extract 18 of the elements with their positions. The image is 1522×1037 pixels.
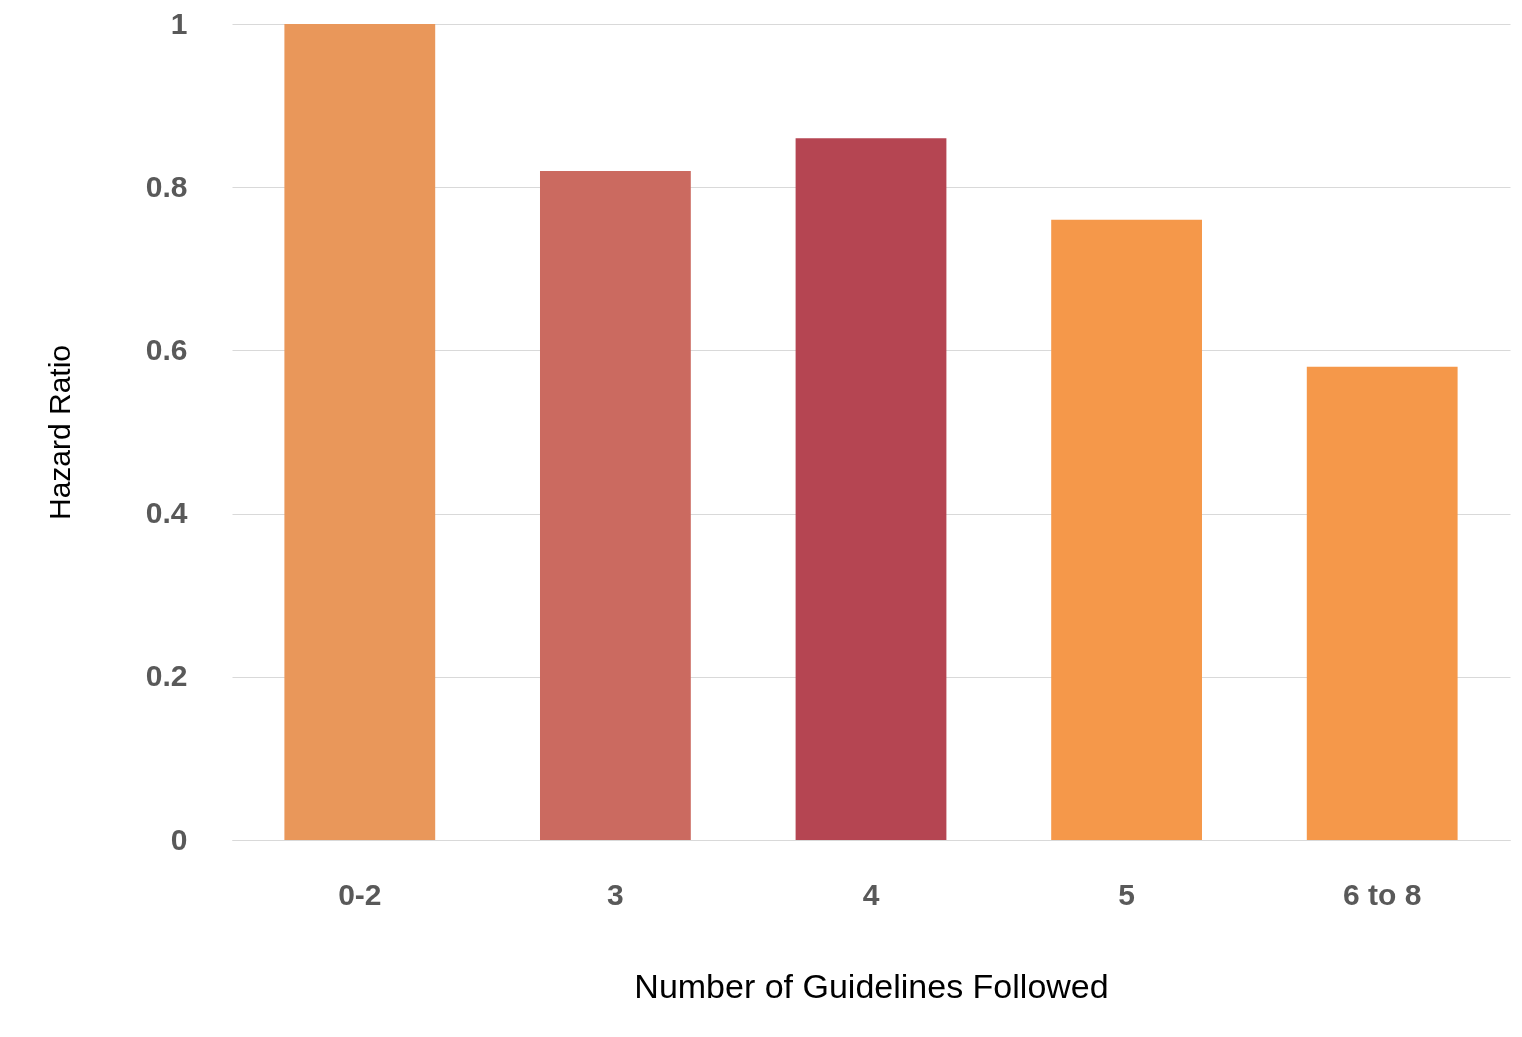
y-tick-label: 0	[170, 822, 188, 856]
y-axis-title: Hazard Ratio	[42, 344, 76, 521]
y-tick-label: 0.2	[145, 659, 188, 693]
bar	[1306, 366, 1458, 840]
x-tick-label: 6 to 8	[1343, 877, 1422, 911]
y-tick-label: 0.8	[145, 169, 188, 203]
x-tick-label: 5	[1118, 877, 1135, 911]
y-tick-label: 0.6	[145, 332, 188, 366]
bar	[284, 24, 436, 840]
bar	[540, 170, 691, 840]
y-tick-label: 1	[170, 6, 188, 40]
bar	[795, 138, 947, 840]
x-tick-label: 3	[607, 877, 624, 911]
x-axis-title: Number of Guidelines Followed	[634, 966, 1109, 1005]
y-tick-label: 0.4	[145, 496, 188, 530]
x-tick-label: 0-2	[338, 877, 382, 911]
x-tick-label: 4	[862, 877, 880, 911]
bar	[1051, 219, 1202, 840]
